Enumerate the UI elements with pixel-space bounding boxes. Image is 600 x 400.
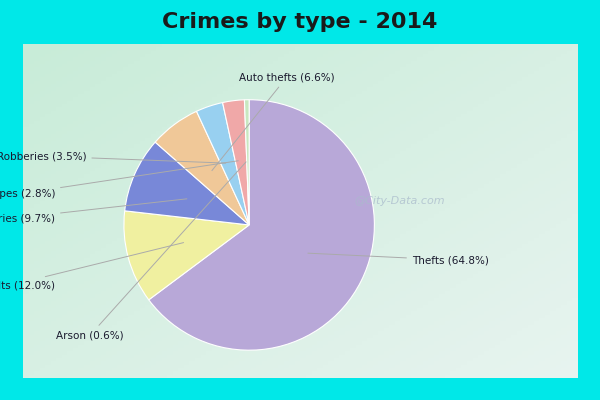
Wedge shape [155, 111, 249, 225]
Text: Burglaries (9.7%): Burglaries (9.7%) [0, 199, 187, 224]
Wedge shape [244, 100, 249, 225]
Text: Rapes (2.8%): Rapes (2.8%) [0, 161, 238, 199]
Wedge shape [223, 100, 249, 225]
Wedge shape [124, 211, 249, 300]
Wedge shape [197, 102, 249, 225]
Text: Robberies (3.5%): Robberies (3.5%) [0, 151, 226, 163]
Text: Arson (0.6%): Arson (0.6%) [56, 162, 246, 340]
Text: Assaults (12.0%): Assaults (12.0%) [0, 242, 184, 290]
Text: Crimes by type - 2014: Crimes by type - 2014 [163, 12, 437, 32]
Text: Auto thefts (6.6%): Auto thefts (6.6%) [212, 72, 335, 170]
Text: @City-Data.com: @City-Data.com [354, 196, 445, 206]
Text: Thefts (64.8%): Thefts (64.8%) [308, 253, 489, 265]
Wedge shape [149, 100, 374, 350]
Wedge shape [125, 142, 249, 225]
